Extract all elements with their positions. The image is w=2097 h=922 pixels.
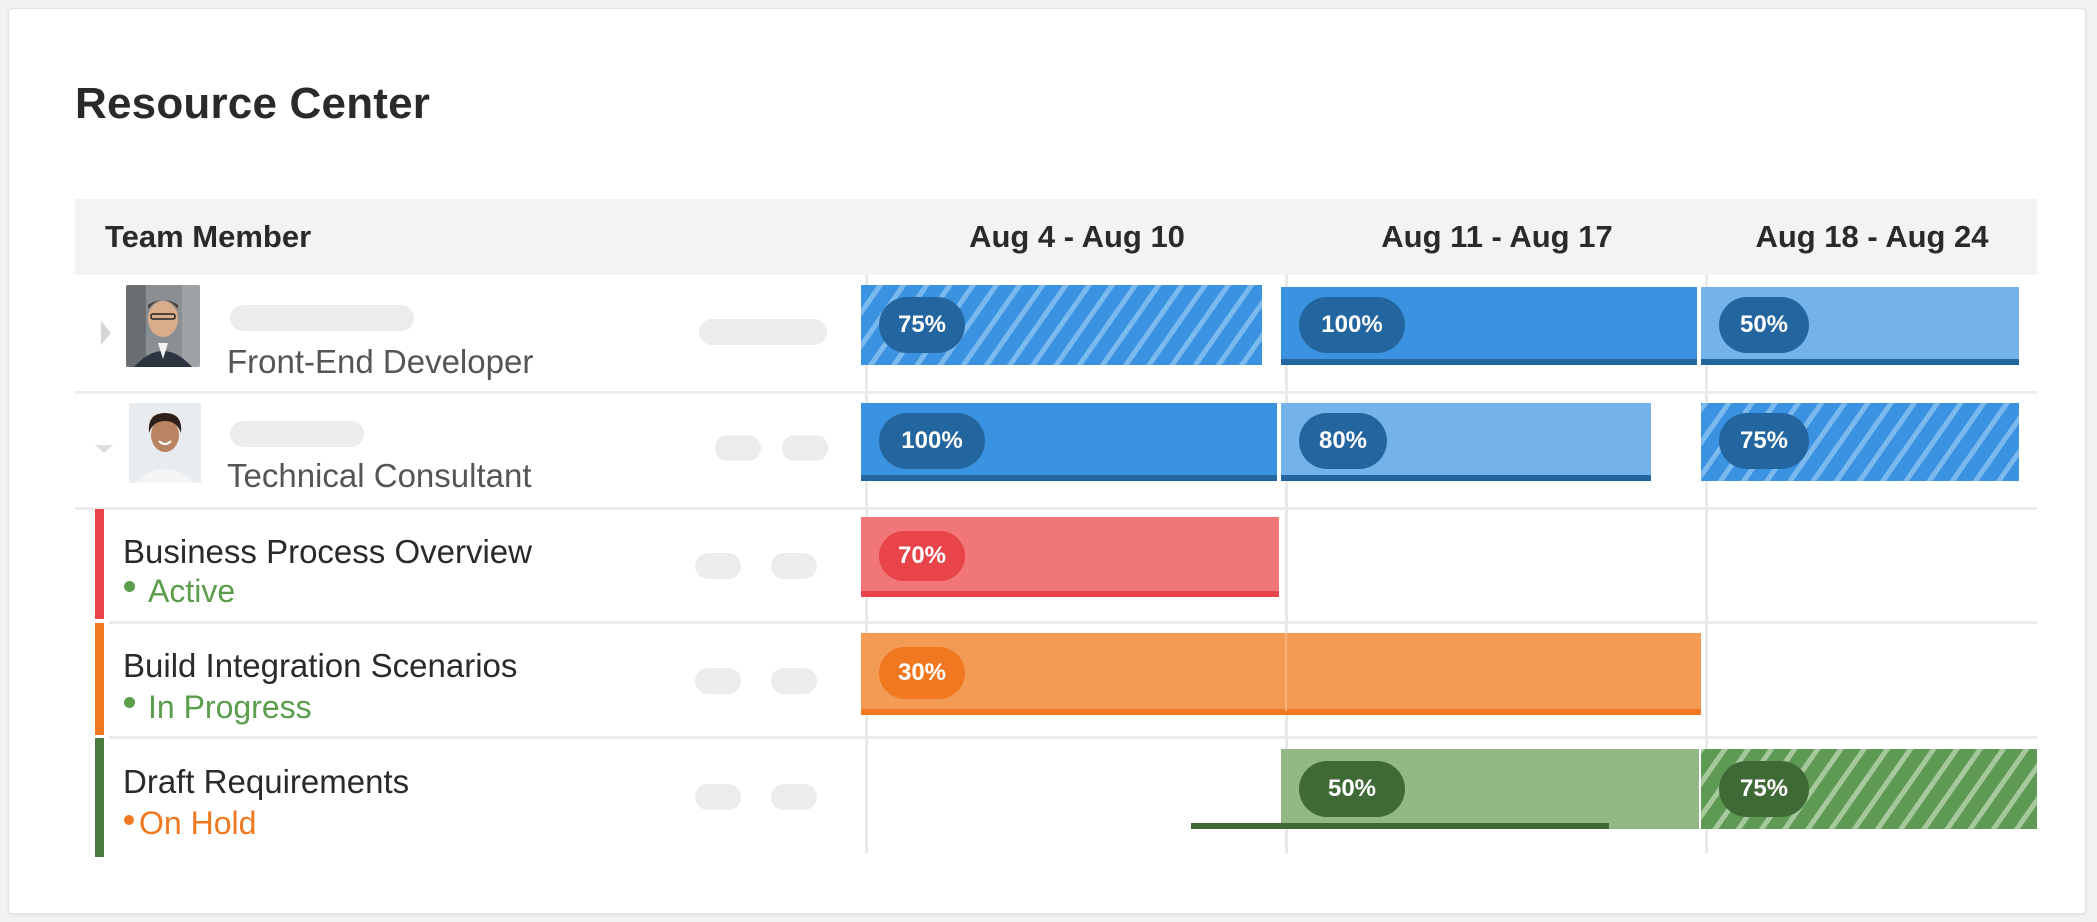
meta-placeholder: [695, 553, 741, 579]
meta-placeholder: [782, 435, 828, 461]
week-separator: [1285, 633, 1287, 711]
task-name[interactable]: Business Process Overview: [123, 533, 532, 570]
bar-underline: [861, 709, 1701, 715]
task-status: On Hold: [139, 805, 257, 841]
column-header-week-1: Aug 4 - Aug 10: [969, 219, 1185, 254]
allocation-badge: 75%: [1719, 413, 1809, 469]
task-accent-bar: [95, 509, 104, 619]
column-header-team-member: Team Member: [105, 219, 312, 254]
allocation-bar[interactable]: 100%: [1281, 287, 1697, 365]
task-allocation-bar[interactable]: 30%: [861, 633, 1701, 715]
allocation-badge: 100%: [879, 413, 985, 469]
column-header-week-3: Aug 18 - Aug 24: [1755, 219, 1989, 254]
row-divider: [75, 507, 2037, 510]
allocation-badge: 50%: [1719, 297, 1809, 353]
avatar: [129, 403, 201, 483]
task-allocation-bar[interactable]: 50%: [1281, 749, 1699, 829]
allocation-badge: 30%: [879, 647, 965, 699]
allocation-badge: 50%: [1299, 761, 1405, 817]
task-status: Active: [148, 573, 236, 609]
meta-placeholder: [715, 435, 761, 461]
row-divider: [75, 391, 2037, 394]
avatar: [126, 285, 200, 367]
status-dot-icon: [124, 581, 135, 592]
task-status: In Progress: [148, 689, 312, 725]
allocation-badge: 70%: [879, 531, 965, 581]
name-placeholder: [230, 421, 364, 447]
meta-placeholder: [695, 668, 741, 694]
task-allocation-bar[interactable]: 75%: [1701, 749, 2037, 829]
resource-center-panel: Resource Center Team Member Aug 4 - Aug …: [8, 8, 2086, 914]
row-divider: [109, 736, 2037, 739]
collapse-chevron-icon[interactable]: [95, 445, 113, 453]
meta-placeholder: [771, 784, 817, 810]
name-placeholder: [230, 305, 414, 331]
status-dot-icon: [124, 697, 135, 708]
bar-underline: [1281, 359, 1697, 365]
meta-placeholder: [699, 319, 827, 345]
task-accent-bar: [95, 738, 104, 857]
bar-underline: [1281, 475, 1651, 481]
grid-divider: [1285, 275, 1288, 853]
allocation-badge: 75%: [1719, 761, 1809, 817]
member-role: Technical Consultant: [227, 457, 532, 494]
task-allocation-bar[interactable]: 70%: [861, 517, 1279, 597]
member-role: Front-End Developer: [227, 343, 534, 380]
meta-placeholder: [771, 553, 817, 579]
allocation-bar[interactable]: 75%: [861, 285, 1262, 365]
bar-underline: [1191, 823, 1609, 829]
task-name[interactable]: Draft Requirements: [123, 763, 410, 800]
allocation-bar[interactable]: 75%: [1701, 403, 2019, 481]
grid-divider: [1705, 275, 1708, 853]
allocation-bar[interactable]: 100%: [861, 403, 1277, 481]
bar-underline: [861, 475, 1277, 481]
page-title: Resource Center: [75, 79, 431, 128]
allocation-bar[interactable]: 50%: [1701, 287, 2019, 365]
allocation-badge: 75%: [879, 297, 965, 353]
meta-placeholder: [695, 784, 741, 810]
meta-placeholder: [771, 668, 817, 694]
task-accent-bar: [95, 623, 104, 735]
status-dot-icon: [124, 815, 134, 825]
task-name[interactable]: Build Integration Scenarios: [123, 647, 518, 684]
table-header: Team Member Aug 4 - Aug 10 Aug 11 - Aug …: [75, 199, 2037, 275]
allocation-bar[interactable]: 80%: [1281, 403, 1651, 481]
bar-underline: [861, 591, 1279, 597]
allocation-badge: 80%: [1299, 413, 1387, 469]
row-divider: [109, 621, 2037, 624]
allocation-badge: 100%: [1299, 297, 1405, 353]
bar-underline: [1701, 359, 2019, 365]
column-header-week-2: Aug 11 - Aug 17: [1381, 219, 1613, 254]
expand-chevron-icon[interactable]: [101, 321, 111, 345]
